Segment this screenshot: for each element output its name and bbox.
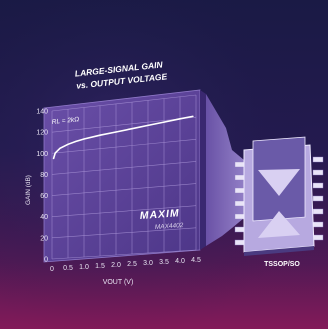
series-point bbox=[59, 147, 61, 149]
x-axis-ticks: 0 0.5 1.0 1.5 2.0 2.5 3.0 3.5 4.0 4.5 bbox=[50, 257, 201, 273]
x-tick-label: 2.0 bbox=[111, 262, 121, 269]
y-tick-label: 0 bbox=[44, 257, 48, 264]
x-tick-label: 0.5 bbox=[63, 265, 73, 272]
pin-right bbox=[312, 182, 324, 189]
x-tick-label: 1.5 bbox=[95, 263, 105, 270]
y-tick-label: 80 bbox=[40, 172, 48, 179]
amplifier-symbol-top bbox=[258, 169, 300, 196]
amplifier-symbol-bottom bbox=[258, 211, 300, 238]
grid-line-y-4 bbox=[51, 161, 197, 175]
y-tick-label: 20 bbox=[40, 235, 48, 242]
chart-panel bbox=[43, 89, 201, 263]
series-point bbox=[53, 157, 55, 159]
chart-panel-edge bbox=[200, 90, 206, 250]
load-annotation: RL = 2kΩ bbox=[51, 116, 79, 126]
series-point bbox=[131, 128, 133, 130]
grid-line-y-3 bbox=[51, 183, 197, 196]
y-tick-label: 60 bbox=[40, 193, 48, 200]
ic-package: TSSOP/SO bbox=[234, 136, 324, 268]
y-axis-ticks: 0 20 40 60 80 100 120 140 bbox=[36, 109, 48, 264]
pin-right bbox=[312, 208, 324, 215]
pin-right bbox=[312, 195, 324, 202]
series-point bbox=[54, 152, 56, 154]
y-tick-label: 40 bbox=[40, 214, 48, 221]
grid-line-y-2 bbox=[51, 205, 197, 218]
connection-ribbon bbox=[206, 94, 244, 246]
x-tick-label: 3.0 bbox=[143, 260, 153, 267]
pin-right bbox=[312, 169, 324, 176]
amplifier-symbols bbox=[258, 169, 300, 238]
chip-side bbox=[244, 246, 314, 256]
x-tick-label: 2.5 bbox=[127, 261, 137, 268]
x-axis-label: VOUT (V) bbox=[103, 279, 134, 286]
series-point bbox=[67, 143, 69, 145]
grid-line-y-0 bbox=[51, 249, 197, 260]
series-point bbox=[115, 131, 117, 133]
package-label: TSSOP/SO bbox=[264, 261, 300, 268]
series-layer bbox=[52, 115, 194, 160]
y-tick-label: 100 bbox=[36, 151, 48, 158]
x-tick-label: 3.5 bbox=[159, 259, 169, 266]
series-point bbox=[163, 121, 165, 123]
series-point bbox=[75, 140, 77, 142]
grid-line-y-1 bbox=[51, 227, 197, 239]
part-number: MAX4402 bbox=[155, 222, 184, 231]
y-tick-label: 120 bbox=[36, 130, 48, 137]
pin-right bbox=[312, 156, 324, 163]
maxim-logo: MAXIM bbox=[139, 207, 180, 222]
x-tick-label: 1.0 bbox=[79, 264, 89, 271]
x-tick-label: 0 bbox=[50, 266, 54, 273]
grid-line-y-7 bbox=[51, 94, 197, 112]
pin-right bbox=[312, 234, 324, 241]
series-point bbox=[179, 118, 181, 120]
pin-right bbox=[312, 221, 324, 228]
series-point bbox=[99, 134, 101, 136]
series-point bbox=[83, 138, 85, 140]
series-point bbox=[147, 124, 149, 126]
series-point bbox=[192, 115, 194, 117]
pins-right bbox=[312, 156, 324, 241]
x-tick-label: 4.0 bbox=[175, 258, 185, 265]
chart-grid bbox=[51, 94, 197, 260]
grid-line-y-5 bbox=[51, 138, 197, 154]
y-tick-label: 140 bbox=[36, 109, 48, 116]
x-tick-label: 4.5 bbox=[191, 257, 201, 264]
y-axis-label: GAIN (dB) bbox=[25, 175, 32, 205]
